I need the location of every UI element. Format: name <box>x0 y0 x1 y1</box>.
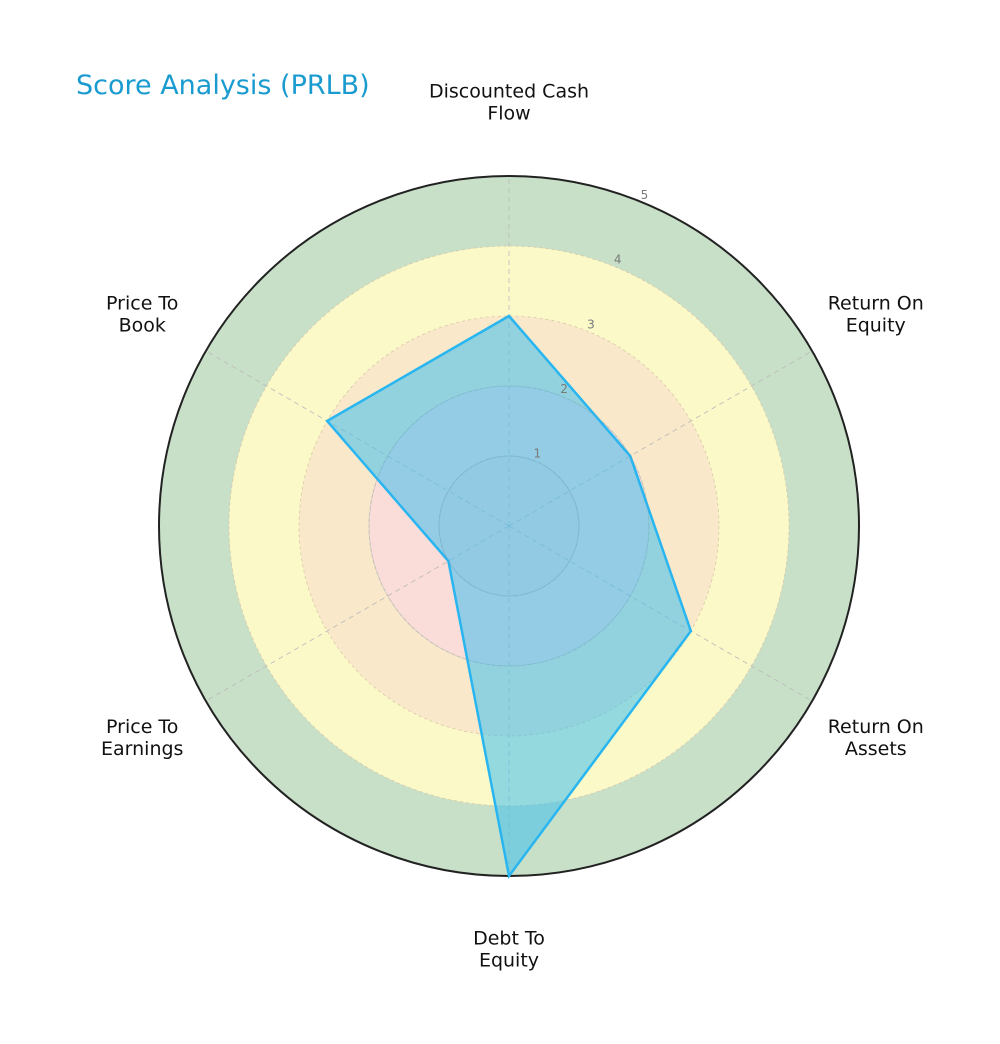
axis-label: Price To Book <box>106 292 178 336</box>
axis-label: Return On Equity <box>828 292 924 336</box>
tick-label-1: 1 <box>533 447 541 461</box>
chart-title: Score Analysis (PRLB) <box>76 70 370 101</box>
axis-labels: Discounted Cash Flow Return On Equity Return… <box>101 81 924 972</box>
score-area <box>325 314 693 880</box>
axis-label: Return On Assets <box>828 716 924 760</box>
tick-label-3: 3 <box>587 317 595 331</box>
ring-1-outline <box>438 455 580 597</box>
axis-label: Debt To Equity <box>473 928 545 972</box>
radial-tick-labels: 1 2 3 4 5 <box>533 188 648 461</box>
tick-label-4: 4 <box>614 253 622 267</box>
tick-label-5: 5 <box>641 188 649 202</box>
score-polygon <box>325 314 693 880</box>
ring-2-outline <box>368 385 650 667</box>
axis-label: Price To Earnings <box>101 716 183 760</box>
tick-label-2: 2 <box>560 382 568 396</box>
axis-label: Discounted Cash Flow <box>429 81 589 125</box>
